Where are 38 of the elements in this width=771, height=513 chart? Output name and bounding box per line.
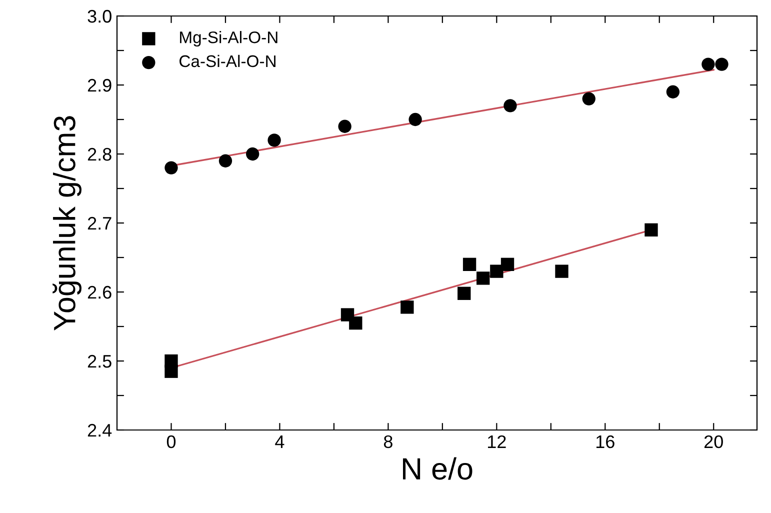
point (338, 120, 352, 133)
point (644, 223, 658, 236)
y-tick-label: 3.0 (88, 10, 112, 23)
point (408, 112, 422, 126)
point (462, 258, 476, 271)
legend-label: Mg-Si-Al-O-N (180, 31, 278, 47)
point (504, 99, 517, 112)
legend-label: Ca-Si-Al-O-N (180, 54, 276, 68)
y-axis-title: Yoğunluk g/cm3 (52, 116, 82, 330)
point (218, 154, 232, 168)
x-tick-label: 20 (704, 435, 723, 448)
y-tick-label: 2.5 (88, 354, 112, 368)
point (666, 85, 680, 98)
point (715, 58, 728, 71)
point (476, 272, 490, 285)
x-tick-label: 12 (488, 435, 506, 448)
point (582, 92, 596, 106)
x-tick-label: 0 (166, 435, 176, 448)
y-tick-label: 2.9 (88, 78, 112, 92)
point (702, 58, 715, 71)
y-tick-label: 2.8 (88, 148, 112, 161)
point (164, 161, 178, 174)
x-axis-title: N e/o (402, 457, 472, 480)
x-tick-label: 16 (596, 435, 614, 448)
y-tick-label: 2.6 (88, 286, 112, 299)
y-tick-label: 2.7 (88, 216, 112, 230)
point (458, 286, 471, 300)
point (246, 147, 260, 161)
point (349, 316, 362, 330)
point (490, 264, 504, 278)
x-tick-label: 8 (384, 435, 392, 448)
point (500, 258, 514, 271)
x-tick-label: 4 (275, 436, 284, 448)
point (268, 134, 281, 147)
point (400, 300, 414, 314)
y-tick-label: 2.4 (88, 424, 112, 437)
point (555, 264, 568, 278)
point (164, 364, 178, 378)
